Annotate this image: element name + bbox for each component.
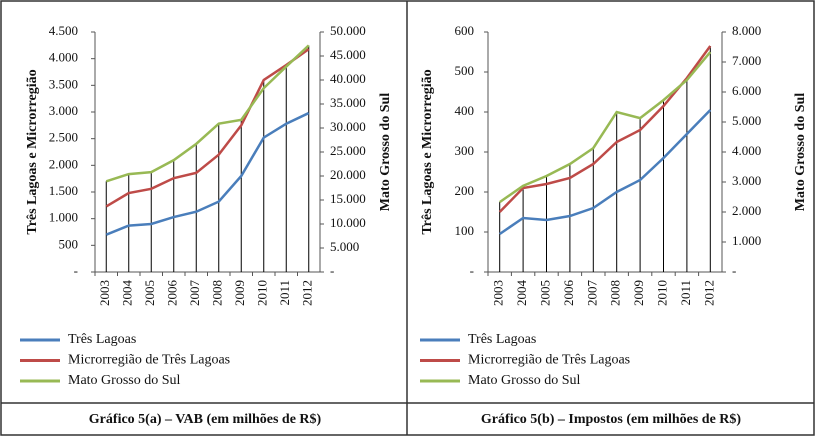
y2-tick-label: 6.000 — [732, 83, 761, 98]
y2-tick-label: 35.000 — [330, 95, 366, 110]
y2-tick-label: 15.000 — [330, 191, 366, 206]
y-tick-label: 3.500 — [49, 76, 78, 91]
y2-tick-label: 2.000 — [732, 203, 761, 218]
x-tick-label: 2005 — [142, 280, 157, 306]
legend-label: Três Lagoas — [68, 332, 136, 347]
x-tick-label: 2012 — [701, 280, 716, 306]
y-tick-label: 1.500 — [49, 183, 78, 198]
x-tick-label: 2007 — [584, 280, 599, 307]
y-axis-title: Três Lagoas e Microrregião — [25, 69, 40, 234]
chart-caption: Gráfico 5(a) – VAB (em milhões de R$) — [89, 412, 322, 427]
legend-label: Microrregião de Três Lagoas — [68, 353, 230, 368]
series-line — [105, 111, 310, 236]
y-tick-label: 500 — [455, 63, 475, 78]
y-axis-title: Três Lagoas e Microrregião — [420, 69, 435, 234]
series-line — [498, 109, 712, 236]
y2-tick-label: 5.000 — [732, 113, 761, 128]
y2-tick-label: - — [330, 263, 334, 278]
y2-tick-label: 7.000 — [732, 53, 761, 68]
y2-tick-label: 4.000 — [732, 143, 761, 158]
y-tick-label: 300 — [455, 143, 475, 158]
x-tick-label: 2011 — [277, 280, 292, 306]
x-tick-label: 2011 — [678, 280, 693, 306]
legend-label: Três Lagoas — [468, 332, 536, 347]
x-tick-label: 2009 — [232, 280, 247, 306]
y2-tick-label: 30.000 — [330, 119, 366, 134]
legend-label: Microrregião de Três Lagoas — [468, 353, 630, 368]
x-tick-label: 2008 — [210, 280, 225, 306]
y-tick-label: 2.500 — [49, 130, 78, 145]
y2-tick-label: 1.000 — [732, 233, 761, 248]
x-tick-label: 2008 — [608, 280, 623, 306]
chart-caption: Gráfico 5(b) – Impostos (em milhões de R… — [481, 412, 741, 427]
x-tick-label: 2006 — [165, 280, 180, 307]
x-tick-label: 2003 — [491, 280, 506, 306]
y-tick-label: 2.000 — [49, 156, 78, 171]
y-tick-label: 600 — [455, 23, 475, 38]
x-tick-label: 2003 — [97, 280, 112, 306]
x-tick-label: 2005 — [537, 280, 552, 306]
series-line — [498, 51, 712, 204]
x-tick-label: 2012 — [300, 280, 315, 306]
y-tick-label: 4.500 — [49, 23, 78, 38]
x-tick-label: 2004 — [120, 280, 135, 307]
y-tick-label: 500 — [59, 236, 79, 251]
y2-tick-label: 5.000 — [330, 239, 359, 254]
y-tick-label: 100 — [455, 223, 475, 238]
y-tick-label: 200 — [455, 183, 475, 198]
y2-tick-label: 8.000 — [732, 23, 761, 38]
y2-axis-title: Mato Grosso do Sul — [378, 93, 393, 211]
y2-tick-label: 25.000 — [330, 143, 366, 158]
x-tick-label: 2006 — [561, 280, 576, 307]
y2-tick-label: 50.000 — [330, 23, 366, 38]
x-tick-label: 2004 — [514, 280, 529, 307]
x-tick-label: 2010 — [255, 280, 270, 306]
y2-tick-label: 20.000 — [330, 167, 366, 182]
legend-label: Mato Grosso do Sul — [68, 373, 181, 388]
x-tick-label: 2007 — [187, 280, 202, 307]
y2-tick-label: 3.000 — [732, 173, 761, 188]
y2-tick-label: 40.000 — [330, 71, 366, 86]
y2-tick-label: 45.000 — [330, 47, 366, 62]
y-tick-label: 3.000 — [49, 103, 78, 118]
y-tick-label: 4.000 — [49, 50, 78, 65]
series-line — [498, 45, 712, 213]
series-line — [105, 48, 310, 208]
y2-tick-label: - — [732, 263, 736, 278]
x-tick-label: 2009 — [631, 280, 646, 306]
y-tick-label: - — [470, 263, 474, 278]
y-tick-label: 400 — [455, 103, 475, 118]
legend-label: Mato Grosso do Sul — [468, 373, 581, 388]
y2-tick-label: 10.000 — [330, 215, 366, 230]
y-tick-label: 1.000 — [49, 210, 78, 225]
series-line — [105, 44, 310, 183]
y2-axis-title: Mato Grosso do Sul — [793, 93, 808, 211]
y-tick-label: - — [74, 263, 78, 278]
x-tick-label: 2010 — [654, 280, 669, 306]
